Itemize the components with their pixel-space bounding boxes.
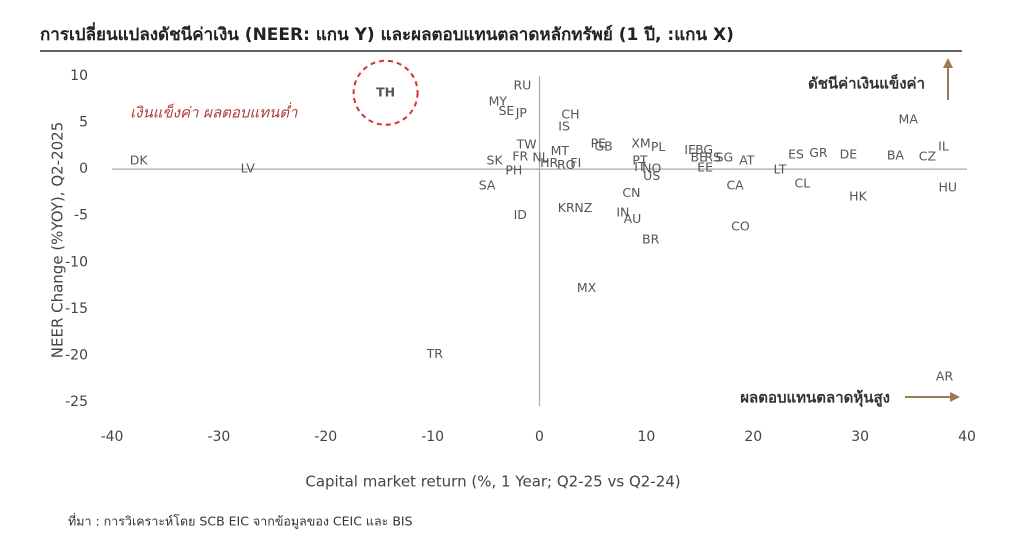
x-tick-label: -10 (421, 429, 444, 445)
y-tick-label: -20 (65, 347, 88, 363)
point-label: PH (505, 163, 522, 178)
y-tick-label: 5 (79, 115, 88, 131)
x-tick-label: -40 (101, 429, 124, 445)
annotation: ดัชนีค่าเงินแข็งค่า (808, 74, 925, 93)
point-label: DK (130, 152, 149, 167)
point-label: JP (515, 105, 528, 120)
point-label: EE (697, 160, 713, 175)
chart-title: การเปลี่ยนแปลงดัชนีค่าเงิน (NEER: แกน Y)… (40, 22, 734, 45)
point-label: RU (513, 78, 531, 93)
point-label: SE (498, 103, 514, 118)
point-label: GR (809, 145, 828, 160)
point-label: HU (938, 179, 957, 194)
point-label: AU (624, 211, 642, 226)
x-tick-label: 0 (535, 429, 544, 445)
point-label: IT (634, 159, 646, 174)
point-label: XM (631, 135, 650, 150)
point-label: SK (487, 152, 504, 167)
point-label: PL (651, 139, 666, 154)
point-label: AT (739, 152, 755, 167)
point-label: CL (795, 176, 811, 191)
point-label: MY (489, 94, 508, 109)
y-tick-label: 10 (70, 68, 88, 84)
point-label: LV (241, 161, 256, 176)
x-tick-label: -30 (207, 429, 230, 445)
point-label: SG (716, 149, 734, 164)
point-label: LT (774, 162, 787, 177)
point-label: TH (376, 84, 395, 99)
x-tick-label: -20 (314, 429, 337, 445)
point-label: HR (540, 155, 558, 170)
x-tick-label: 40 (958, 429, 976, 445)
point-label: BR (642, 231, 660, 246)
point-label: IS (558, 119, 570, 134)
point-label: KR (558, 200, 575, 215)
point-label: TR (426, 346, 444, 361)
y-tick-label: -5 (74, 208, 88, 224)
point-label: CH (561, 107, 579, 122)
point-label: BG (695, 142, 713, 157)
point-label: SA (479, 177, 496, 192)
point-label: BE (691, 149, 708, 164)
y-tick-label: -10 (65, 254, 88, 270)
point-label: ES (788, 147, 804, 162)
point-label: ID (514, 207, 527, 222)
point-label: DE (840, 147, 858, 162)
point-label: US (643, 168, 660, 183)
point-label: CO (731, 218, 750, 233)
point-label: NZ (574, 200, 592, 215)
point-label: RO (557, 157, 576, 172)
annotation: เงินแข็งค่า ผลตอบแทนต่ำ (130, 102, 298, 122)
point-label: RS (704, 149, 721, 164)
x-axis-title: Capital market return (%, 1 Year; Q2-25 … (305, 473, 680, 491)
point-label: CA (726, 177, 744, 192)
point-label: IE (684, 142, 696, 157)
point-label: GB (594, 138, 612, 153)
point-label: NO (642, 161, 661, 176)
point-label: MA (899, 111, 919, 126)
point-label: TW (516, 136, 537, 151)
point-label: HK (849, 189, 867, 204)
y-tick-label: 0 (79, 161, 88, 177)
y-tick-label: -25 (65, 394, 88, 410)
highlight-circle (352, 59, 419, 126)
x-tick-label: 30 (851, 429, 869, 445)
point-label: FI (570, 155, 581, 170)
point-label: MT (551, 143, 570, 158)
point-label: NL (532, 149, 548, 164)
y-axis-title: NEER Change (%YOY), Q2-2025 (49, 122, 67, 358)
point-label: IN (616, 204, 629, 219)
x-tick-label: 20 (744, 429, 762, 445)
point-label: PE (591, 135, 607, 150)
y-tick-label: -15 (65, 301, 88, 317)
annotation: ผลตอบแทนตลาดหุ้นสูง (740, 389, 890, 408)
point-label: AR (936, 368, 954, 383)
point-label: BA (887, 148, 905, 163)
point-label: IL (938, 138, 949, 153)
point-label: FR (512, 149, 528, 164)
arrows (905, 58, 960, 402)
point-label: PT (632, 152, 648, 167)
x-tick-label: 10 (637, 429, 655, 445)
point-label: CZ (919, 149, 936, 164)
source-note: ที่มา : การวิเคราะห์โดย SCB EIC จากข้อมู… (68, 513, 413, 530)
point-label: MX (577, 280, 597, 295)
point-label: CN (622, 185, 640, 200)
